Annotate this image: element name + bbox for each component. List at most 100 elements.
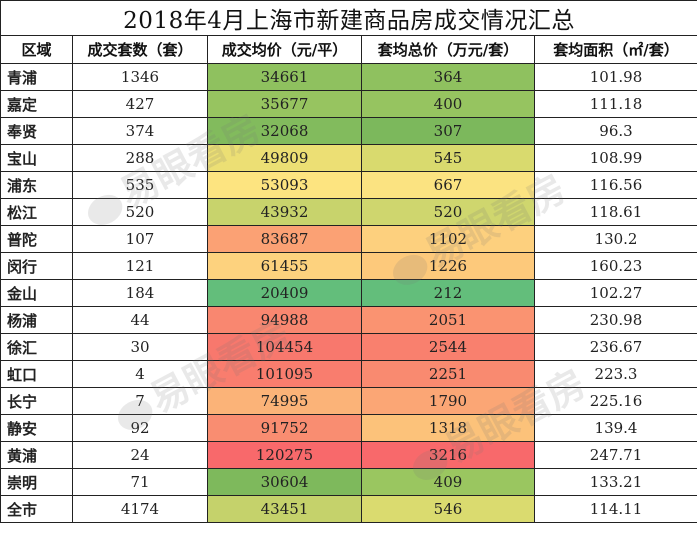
cell-region: 浦东: [0, 171, 73, 199]
cell-avg-price: 94988: [207, 306, 362, 334]
table-row: 徐汇 30 104454 2544 236.67: [0, 333, 697, 361]
table-title: 2018年4月上海市新建商品房成交情况汇总: [0, 0, 697, 36]
cell-avg-area: 108.99: [533, 144, 697, 172]
cell-units: 288: [72, 144, 208, 172]
cell-avg-price: 120275: [207, 441, 362, 469]
cell-region: 青浦: [0, 63, 73, 91]
table-row: 青浦 1346 34661 364 101.98: [0, 63, 697, 91]
cell-region: 松江: [0, 198, 73, 226]
cell-units: 121: [72, 252, 208, 280]
cell-region: 金山: [0, 279, 73, 307]
table-row: 宝山 288 49809 545 108.99: [0, 144, 697, 172]
cell-avg-price: 20409: [207, 279, 362, 307]
cell-avg-total: 1790: [361, 387, 535, 415]
cell-units: 4174: [72, 495, 208, 523]
cell-units: 1346: [72, 63, 208, 91]
header-avg-price: 成交均价（元/平）: [207, 35, 362, 64]
cell-avg-price: 53093: [207, 171, 362, 199]
cell-region: 崇明: [0, 468, 73, 496]
table-row: 奉贤 374 32068 307 96.3: [0, 117, 697, 145]
cell-avg-area: 101.98: [533, 63, 697, 91]
cell-avg-total: 546: [361, 495, 535, 523]
cell-region: 宝山: [0, 144, 73, 172]
table-row: 闵行 121 61455 1226 160.23: [0, 252, 697, 280]
cell-units: 7: [72, 387, 208, 415]
cell-avg-area: 139.4: [533, 414, 697, 442]
cell-avg-area: 223.3: [533, 360, 697, 388]
cell-units: 520: [72, 198, 208, 226]
cell-avg-area: 160.23: [533, 252, 697, 280]
cell-avg-area: 230.98: [533, 306, 697, 334]
cell-avg-total: 364: [361, 63, 535, 91]
table-row: 黄浦 24 120275 3216 247.71: [0, 441, 697, 469]
cell-avg-total: 1226: [361, 252, 535, 280]
housing-transactions-table: 2018年4月上海市新建商品房成交情况汇总 区域 成交套数（套） 成交均价（元/…: [0, 0, 697, 523]
cell-avg-area: 102.27: [533, 279, 697, 307]
cell-avg-total: 1102: [361, 225, 535, 253]
cell-avg-area: 111.18: [533, 90, 697, 118]
cell-avg-area: 118.61: [533, 198, 697, 226]
table-row: 静安 92 91752 1318 139.4: [0, 414, 697, 442]
cell-units: 92: [72, 414, 208, 442]
cell-avg-total: 1318: [361, 414, 535, 442]
cell-avg-total: 545: [361, 144, 535, 172]
cell-avg-area: 133.21: [533, 468, 697, 496]
cell-avg-price: 104454: [207, 333, 362, 361]
cell-avg-area: 96.3: [533, 117, 697, 145]
cell-region: 静安: [0, 414, 73, 442]
cell-avg-total: 2051: [361, 306, 535, 334]
cell-avg-total: 2251: [361, 360, 535, 388]
cell-region: 徐汇: [0, 333, 73, 361]
table-row: 虹口 4 101095 2251 223.3: [0, 360, 697, 388]
cell-region: 黄浦: [0, 441, 73, 469]
cell-region: 杨浦: [0, 306, 73, 334]
cell-avg-price: 83687: [207, 225, 362, 253]
cell-avg-price: 35677: [207, 90, 362, 118]
cell-avg-price: 30604: [207, 468, 362, 496]
table-row: 金山 184 20409 212 102.27: [0, 279, 697, 307]
cell-avg-price: 43451: [207, 495, 362, 523]
table-row: 长宁 7 74995 1790 225.16: [0, 387, 697, 415]
table-row: 嘉定 427 35677 400 111.18: [0, 90, 697, 118]
cell-region: 全市: [0, 495, 73, 523]
cell-avg-area: 247.71: [533, 441, 697, 469]
cell-avg-price: 43932: [207, 198, 362, 226]
cell-avg-total: 3216: [361, 441, 535, 469]
cell-units: 184: [72, 279, 208, 307]
cell-avg-area: 114.11: [533, 495, 697, 523]
cell-avg-total: 520: [361, 198, 535, 226]
cell-avg-total: 307: [361, 117, 535, 145]
cell-units: 30: [72, 333, 208, 361]
cell-region: 闵行: [0, 252, 73, 280]
cell-avg-total: 409: [361, 468, 535, 496]
cell-avg-price: 91752: [207, 414, 362, 442]
header-avg-area: 套均面积（㎡/套）: [533, 35, 697, 64]
header-region: 区域: [0, 35, 73, 64]
cell-avg-price: 61455: [207, 252, 362, 280]
cell-units: 107: [72, 225, 208, 253]
cell-units: 535: [72, 171, 208, 199]
cell-avg-price: 49809: [207, 144, 362, 172]
cell-avg-price: 101095: [207, 360, 362, 388]
cell-avg-area: 130.2: [533, 225, 697, 253]
cell-avg-price: 32068: [207, 117, 362, 145]
cell-units: 374: [72, 117, 208, 145]
cell-avg-total: 212: [361, 279, 535, 307]
cell-region: 嘉定: [0, 90, 73, 118]
cell-avg-price: 34661: [207, 63, 362, 91]
cell-avg-area: 225.16: [533, 387, 697, 415]
table-row: 浦东 535 53093 667 116.56: [0, 171, 697, 199]
cell-units: 24: [72, 441, 208, 469]
cell-units: 44: [72, 306, 208, 334]
table-row: 崇明 71 30604 409 133.21: [0, 468, 697, 496]
cell-avg-total: 400: [361, 90, 535, 118]
table-row: 普陀 107 83687 1102 130.2: [0, 225, 697, 253]
table-row: 全市 4174 43451 546 114.11: [0, 495, 697, 523]
cell-units: 71: [72, 468, 208, 496]
cell-region: 普陀: [0, 225, 73, 253]
cell-avg-area: 236.67: [533, 333, 697, 361]
cell-region: 虹口: [0, 360, 73, 388]
cell-avg-total: 667: [361, 171, 535, 199]
cell-units: 4: [72, 360, 208, 388]
